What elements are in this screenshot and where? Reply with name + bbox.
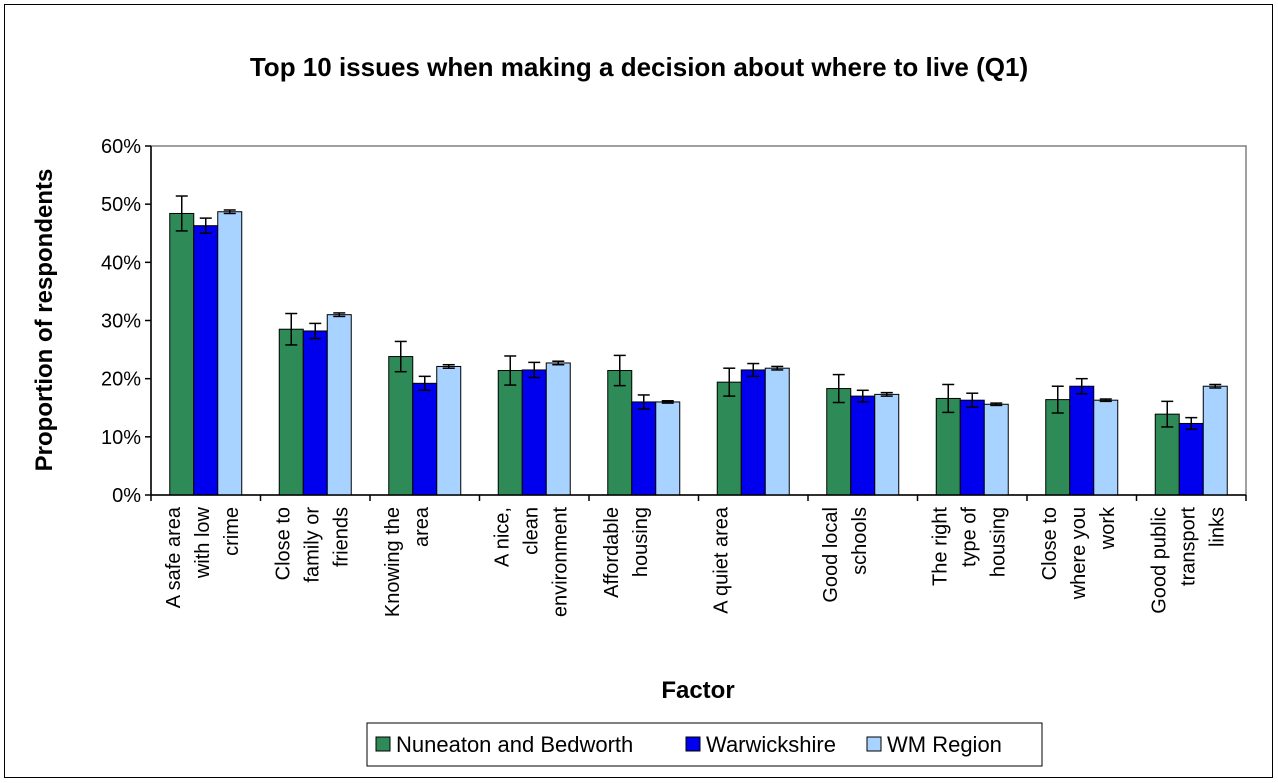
bar: [655, 401, 681, 496]
legend-label: WM Region: [887, 732, 1002, 757]
x-category-label: work: [1097, 506, 1119, 550]
bar: [217, 211, 243, 496]
y-axis: 0% 10% 20% 30% 40% 50% 60%: [101, 136, 152, 507]
x-category-label: The right: [930, 507, 952, 586]
bar: [1045, 399, 1071, 496]
x-category-label: housing: [630, 507, 652, 577]
bar: [850, 395, 876, 496]
x-category-label: friends: [331, 507, 353, 567]
y-tick-label: 10%: [101, 427, 141, 449]
bar: [278, 328, 304, 496]
x-category-label: A safe area: [163, 506, 185, 608]
x-axis: [150, 494, 1247, 501]
legend-swatch: [866, 736, 882, 752]
x-category-label: Affordable: [601, 507, 623, 598]
chart-title: Top 10 issues when making a decision abo…: [250, 52, 1028, 82]
bar: [388, 356, 414, 496]
bar: [521, 369, 547, 496]
y-tick-label: 60%: [101, 136, 141, 158]
x-category-label: Good local: [820, 507, 842, 603]
error-bars-layer: [175, 195, 1222, 431]
y-tick-label: 30%: [101, 311, 141, 333]
y-tick-label: 20%: [101, 369, 141, 391]
x-category-label: area: [411, 506, 433, 547]
bar: [545, 362, 571, 496]
y-tick-label: 50%: [101, 194, 141, 216]
bar: [1178, 422, 1204, 496]
x-category-label: links: [1207, 507, 1229, 547]
bar: [497, 370, 523, 496]
x-category-label: schools: [849, 507, 871, 575]
x-category-label: A quiet area: [711, 506, 733, 614]
bar: [412, 382, 438, 496]
category-labels: A safe area with low crime Close to family o…: [163, 506, 1229, 617]
bar: [959, 399, 985, 496]
x-category-label: Knowing the: [382, 507, 404, 617]
x-category-label: family or: [302, 507, 324, 583]
y-tick-label: 40%: [101, 252, 141, 274]
x-category-label: A nice,: [492, 507, 514, 567]
bar: [764, 367, 790, 496]
x-category-label: environment: [550, 507, 572, 618]
y-axis-title: Proportion of respondents: [31, 169, 58, 472]
x-category-label: transport: [1178, 507, 1200, 586]
bar: [1069, 385, 1095, 496]
x-category-label: Close to: [273, 507, 295, 580]
legend-label: Nuneaton and Bedworth: [396, 732, 633, 757]
bar: [826, 388, 852, 496]
bar: [169, 212, 195, 496]
bar: [983, 403, 1009, 496]
bar: [193, 225, 219, 496]
bar: [874, 393, 900, 496]
x-category-label: housing: [988, 507, 1010, 577]
legend-swatch: [685, 736, 701, 752]
y-tick-label: 0%: [112, 485, 141, 507]
legend-box: [366, 722, 1043, 767]
bar: [1202, 385, 1228, 496]
x-category-label: Close to: [1039, 507, 1061, 580]
x-category-label: with low: [192, 506, 214, 579]
x-category-label: crime: [221, 507, 243, 556]
bar: [607, 370, 633, 496]
bar: [631, 401, 657, 496]
bar: [302, 330, 328, 496]
bar: [740, 369, 766, 496]
legend-label: Warwickshire: [706, 732, 836, 757]
x-category-label: type of: [959, 507, 981, 567]
bar: [1093, 399, 1119, 496]
x-category-label: clean: [521, 507, 543, 555]
legend: Nuneaton and Bedworth Warwickshire WM Regi…: [375, 732, 1002, 757]
bar: [436, 365, 462, 496]
x-category-label: Good public: [1149, 507, 1171, 614]
legend-swatch: [375, 736, 391, 752]
bar: [716, 381, 742, 496]
x-axis-title: Factor: [661, 677, 734, 704]
x-category-label: where you: [1068, 507, 1090, 600]
bar: [326, 314, 352, 496]
